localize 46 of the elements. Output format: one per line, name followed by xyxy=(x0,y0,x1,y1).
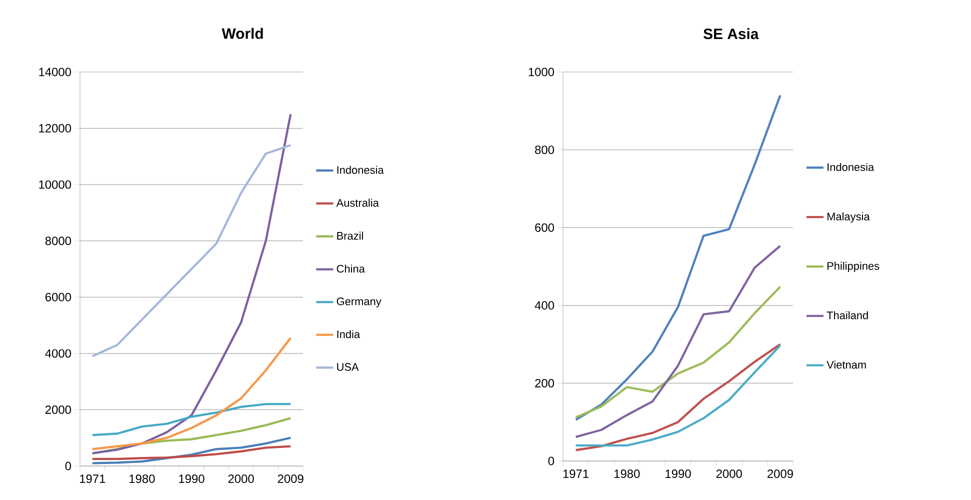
line-series xyxy=(91,445,292,460)
x-tick-label: 2009 xyxy=(278,474,304,483)
y-tick-label: 0 xyxy=(65,462,72,470)
legend-label: Germany xyxy=(336,298,382,308)
line-series xyxy=(91,336,292,450)
x-tick-label: 1990 xyxy=(666,470,691,478)
y-tick-label: 6000 xyxy=(45,292,72,302)
y-tick-label: 0 xyxy=(548,456,554,466)
y-tick-label: 10000 xyxy=(39,180,72,189)
y-tick-label: 1000 xyxy=(528,68,554,76)
legend-label: Indonesia xyxy=(828,162,874,171)
legend-label: Australia xyxy=(336,198,379,207)
line-series xyxy=(91,113,292,454)
legend-label: China xyxy=(336,264,365,273)
line-series xyxy=(574,286,782,419)
y-tick-label: 600 xyxy=(535,223,554,232)
x-tick-label: 1980 xyxy=(130,474,155,483)
y-tick-label: 2000 xyxy=(45,405,72,414)
legend-label: Philippines xyxy=(827,262,880,272)
line-series xyxy=(574,94,782,421)
legend-label: Indonesia xyxy=(337,166,384,174)
legend-label: Thailand xyxy=(826,311,868,320)
x-tick-label: 1971 xyxy=(563,470,588,478)
y-tick-label: 14000 xyxy=(39,68,72,76)
y-tick-label: 12000 xyxy=(39,124,72,133)
legend-label: Brazil xyxy=(337,232,363,240)
x-tick-label: 2000 xyxy=(716,470,742,478)
y-tick-label: 800 xyxy=(535,146,554,154)
line-series xyxy=(91,436,292,464)
x-tick-label: 1980 xyxy=(614,470,640,478)
legend-label: Malaysia xyxy=(827,212,870,223)
y-tick-label: 400 xyxy=(534,301,554,310)
legend-label: Vietnam xyxy=(826,360,866,369)
y-tick-label: 8000 xyxy=(45,236,72,246)
x-tick-label: 1990 xyxy=(179,474,204,483)
x-tick-label: 2000 xyxy=(228,474,254,483)
y-tick-label: 200 xyxy=(535,378,554,388)
chart-title: World xyxy=(222,28,263,39)
line-series xyxy=(91,402,292,436)
line-series xyxy=(574,244,782,438)
legend-label: USA xyxy=(337,363,359,371)
x-tick-label: 1971 xyxy=(80,474,106,483)
y-tick-label: 4000 xyxy=(45,349,72,358)
x-tick-label: 2009 xyxy=(768,470,793,478)
chart-title: SE Asia xyxy=(704,28,759,40)
legend-label: India xyxy=(337,330,360,338)
